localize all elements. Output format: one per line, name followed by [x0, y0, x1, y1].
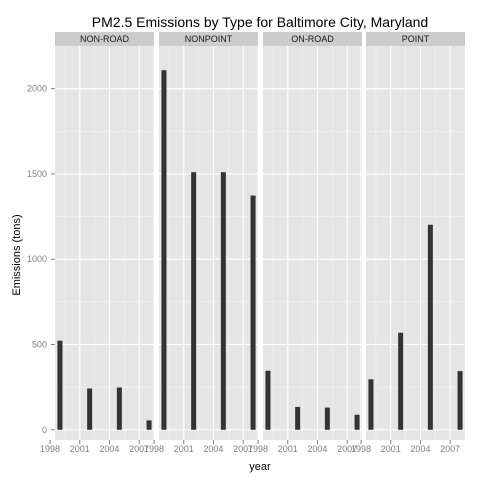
x-tick-label: 2004 — [410, 444, 430, 454]
bar-on-road-2008 — [354, 414, 360, 430]
facet-strip — [159, 32, 258, 46]
bar-point-2002 — [398, 332, 404, 430]
x-tick-label: 2001 — [381, 444, 401, 454]
bar-on-road-1999 — [265, 370, 271, 430]
x-tick-label: 2004 — [307, 444, 327, 454]
facet-panel — [159, 46, 258, 440]
facet-strip-label: NONPOINT — [185, 34, 233, 44]
facet-non-road: NON-ROAD 1998 2001 2004 2007 — [40, 32, 154, 454]
x-tick-label: 1998 — [248, 444, 268, 454]
facet-panel — [366, 46, 465, 440]
facet-strip-label: ON-ROAD — [291, 34, 334, 44]
bar-on-road-2005 — [324, 407, 330, 430]
x-tick-label: 1998 — [40, 444, 60, 454]
facet-on-road: ON-ROAD 1998 2001 2004 2007 — [248, 32, 362, 454]
bar-non-road-2002 — [87, 388, 93, 430]
y-tick-label: 2000 — [27, 84, 47, 94]
bar-point-1999 — [368, 379, 374, 430]
x-tick-label: 2007 — [440, 444, 460, 454]
x-tick-label: 2007 — [233, 444, 253, 454]
bar-point-2008 — [457, 371, 463, 430]
bar-nonpoint-2005 — [220, 172, 226, 430]
facet-strip — [55, 32, 154, 46]
y-tick-label: 500 — [32, 339, 47, 349]
y-tick-label: 0 — [42, 425, 47, 435]
bar-nonpoint-1999 — [161, 70, 167, 430]
facet-strip — [263, 32, 362, 46]
bar-non-road-1999 — [57, 340, 63, 430]
x-tick-label: 2004 — [99, 444, 119, 454]
facet-strip-label: NON-ROAD — [80, 34, 129, 44]
x-tick-label: 2007 — [337, 444, 357, 454]
facet-point: POINT 1998 2001 2004 2007 — [351, 32, 465, 454]
chart-title: PM2.5 Emissions by Type for Baltimore Ci… — [92, 14, 428, 30]
facet-panel — [263, 46, 362, 440]
y-axis-title: Emissions (tons) — [11, 214, 23, 295]
x-tick-label: 2001 — [70, 444, 90, 454]
bar-non-road-2008 — [146, 420, 152, 430]
y-axis: 0 500 1000 1500 2000 — [27, 84, 55, 435]
x-tick-label: 1998 — [351, 444, 371, 454]
y-tick-label: 1000 — [27, 254, 47, 264]
x-tick-label: 2001 — [174, 444, 194, 454]
facet-panel — [55, 46, 154, 440]
x-tick-label: 2001 — [278, 444, 298, 454]
bar-non-road-2005 — [116, 387, 122, 430]
facet-panels: NON-ROAD 1998 2001 2004 2007 NONPOINT 1998 2001… — [40, 32, 465, 454]
facet-nonpoint: NONPOINT 1998 2001 2004 2007 — [144, 32, 258, 454]
x-axis-title: year — [249, 461, 271, 473]
bar-nonpoint-2008 — [250, 195, 256, 430]
bar-nonpoint-2002 — [191, 172, 197, 430]
x-tick-label: 1998 — [144, 444, 164, 454]
x-tick-label: 2004 — [203, 444, 223, 454]
facet-strip — [366, 32, 465, 46]
x-tick-label: 2007 — [129, 444, 149, 454]
bar-point-2005 — [427, 224, 433, 430]
y-tick-label: 1500 — [27, 169, 47, 179]
facet-strip-label: POINT — [402, 34, 430, 44]
bar-on-road-2002 — [295, 406, 301, 430]
